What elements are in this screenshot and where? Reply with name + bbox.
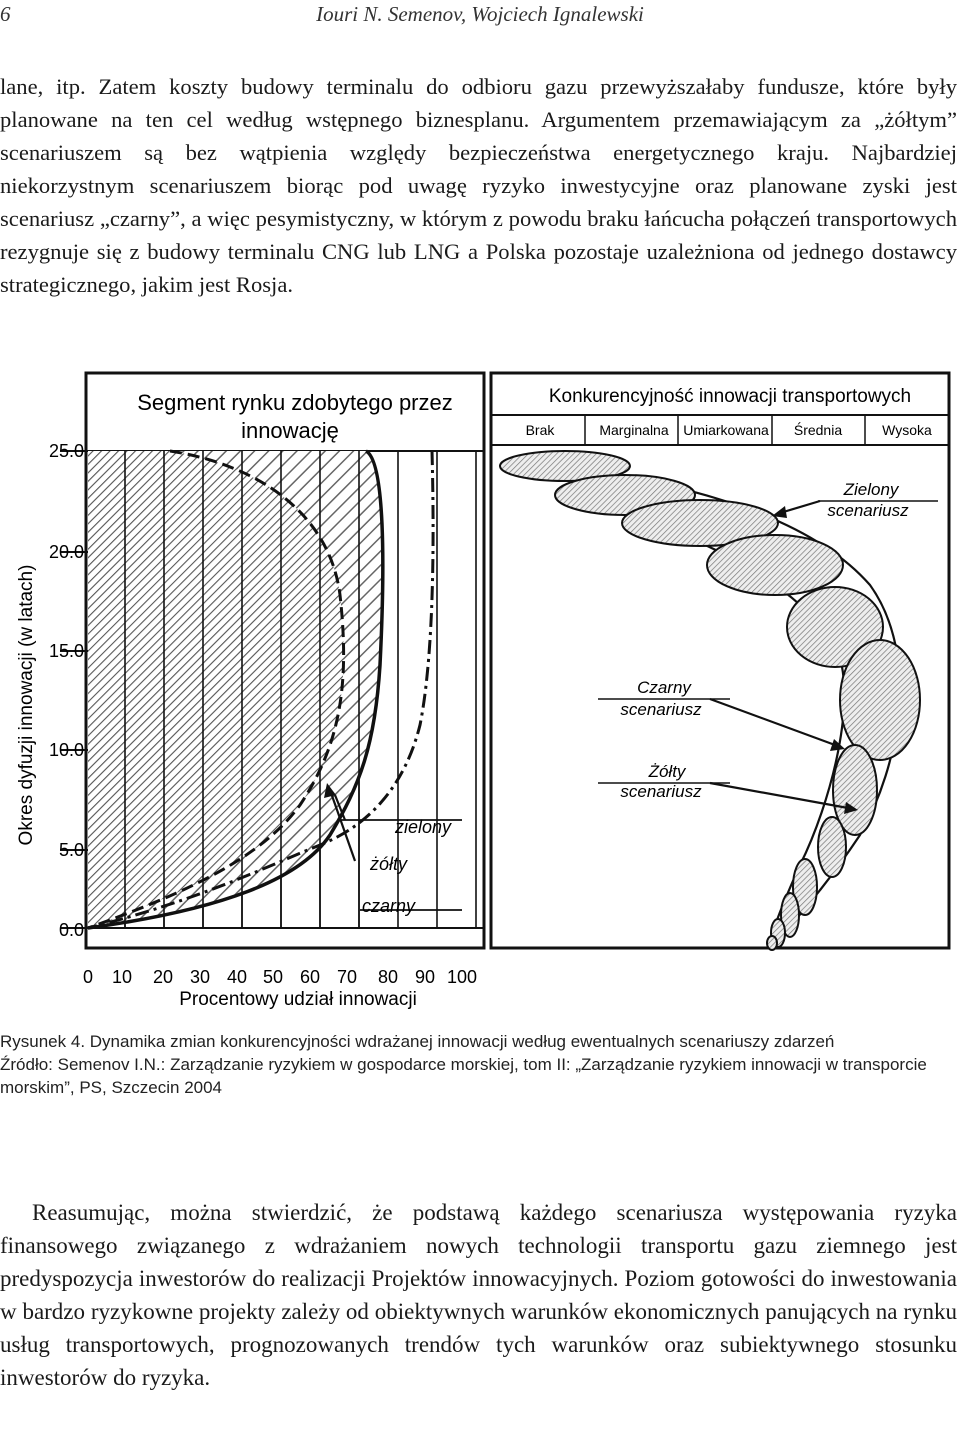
ellipse-3: [621, 499, 779, 547]
ellipse-7: [832, 744, 878, 836]
x-tick-80: 80: [378, 967, 398, 987]
level-umiarkowana: Umiarkowana: [683, 422, 769, 438]
scenario-label-yellow-line2: scenariusz: [620, 782, 702, 801]
ellipse-1: [499, 450, 631, 482]
paragraph-bottom: Reasumując, można stwierdzić, że podstaw…: [0, 1196, 957, 1394]
level-wysoka: Wysoka: [882, 422, 932, 438]
scenario-label-black-line1: Czarny: [637, 678, 692, 697]
ellipse-10: [780, 892, 800, 938]
x-tick-30: 30: [190, 967, 210, 987]
x-tick-40: 40: [227, 967, 247, 987]
ellipse-8: [817, 816, 847, 878]
segment-area-inner: [88, 451, 344, 928]
y-axis-label: Okres dyfuzji innowacji (w latach): [16, 565, 37, 846]
x-axis-label: Procentowy udział innowacji: [179, 989, 417, 1010]
x-tick-20: 20: [153, 967, 173, 987]
y-tick-5: 5.0: [59, 840, 84, 860]
competitiveness-ellipses: [499, 450, 921, 951]
x-tick-100: 100: [447, 967, 477, 987]
paragraph-bottom-text: Reasumując, można stwierdzić, że podstaw…: [0, 1200, 957, 1390]
figure-4: zielony żółty czarny Segment rynku zdoby…: [0, 365, 960, 1020]
x-tick-70: 70: [337, 967, 357, 987]
curve-label-yellow: żółty: [369, 854, 408, 874]
figure-caption: Rysunek 4. Dynamika zmian konkurencyjnoś…: [0, 1030, 958, 1099]
page-number: 6: [0, 2, 11, 26]
curve-dashdot: [87, 450, 435, 930]
caption-source: Źródło: Semenov I.N.: Zarządzanie ryzyki…: [0, 1055, 927, 1097]
ellipse-4: [706, 534, 844, 596]
ellipse-9: [792, 858, 818, 916]
x-tick-10: 10: [112, 967, 132, 987]
scenario-label-green-line1: Zielony: [843, 480, 900, 499]
right-panel-title: Konkurencyjność innowacji transportowych: [549, 386, 911, 407]
paragraph-top: lane, itp. Zatem koszty budowy terminalu…: [0, 74, 957, 297]
caption-title: Rysunek 4. Dynamika zmian konkurencyjnoś…: [0, 1032, 835, 1051]
scenario-label-black-line2: scenariusz: [620, 700, 702, 719]
x-tick-90: 90: [415, 967, 435, 987]
diffusion-figure-svg: zielony żółty czarny Segment rynku zdoby…: [16, 371, 951, 1010]
ellipse-5: [786, 586, 884, 668]
ellipse-12: [766, 935, 778, 951]
x-tick-60: 60: [300, 967, 320, 987]
curve-dashed: [87, 449, 346, 930]
curve-solid: [87, 449, 385, 930]
level-brak: Brak: [526, 422, 556, 438]
x-tick-50: 50: [263, 967, 283, 987]
curve-label-green: zielony: [394, 817, 452, 837]
scenario-label-yellow-line1: Żółty: [648, 762, 687, 781]
ellipse-6: [839, 639, 921, 761]
y-tick-20: 20.0: [49, 542, 84, 562]
y-tick-10: 10.0: [49, 740, 84, 760]
page-header: 6 Iouri N. Semenov, Wojciech Ignalewski: [0, 0, 960, 34]
running-head-authors: Iouri N. Semenov, Wojciech Ignalewski: [316, 2, 644, 26]
left-panel-title-line2: innowację: [241, 418, 339, 443]
y-tick-25: 25.0: [49, 441, 84, 461]
y-tick-0: 0.0: [59, 920, 84, 940]
x-tick-labels: 0 10 20 30 40 50 60 70 80 90 100: [83, 967, 477, 987]
y-tick-15: 15.0: [49, 641, 84, 661]
level-marginalna: Marginalna: [599, 422, 668, 438]
x-tick-0: 0: [83, 967, 93, 987]
y-tick-labels: 25.0 20.0 15.0 10.0 5.0 0.0: [49, 441, 84, 940]
scenario-label-green-line2: scenariusz: [827, 501, 909, 520]
curve-label-black: czarny: [362, 896, 416, 916]
left-panel-title-line1: Segment rynku zdobytego przez: [137, 390, 453, 415]
level-srednia: Średnia: [794, 421, 842, 438]
competitiveness-levels: Brak Marginalna Umiarkowana Średnia Wyso…: [526, 421, 932, 438]
